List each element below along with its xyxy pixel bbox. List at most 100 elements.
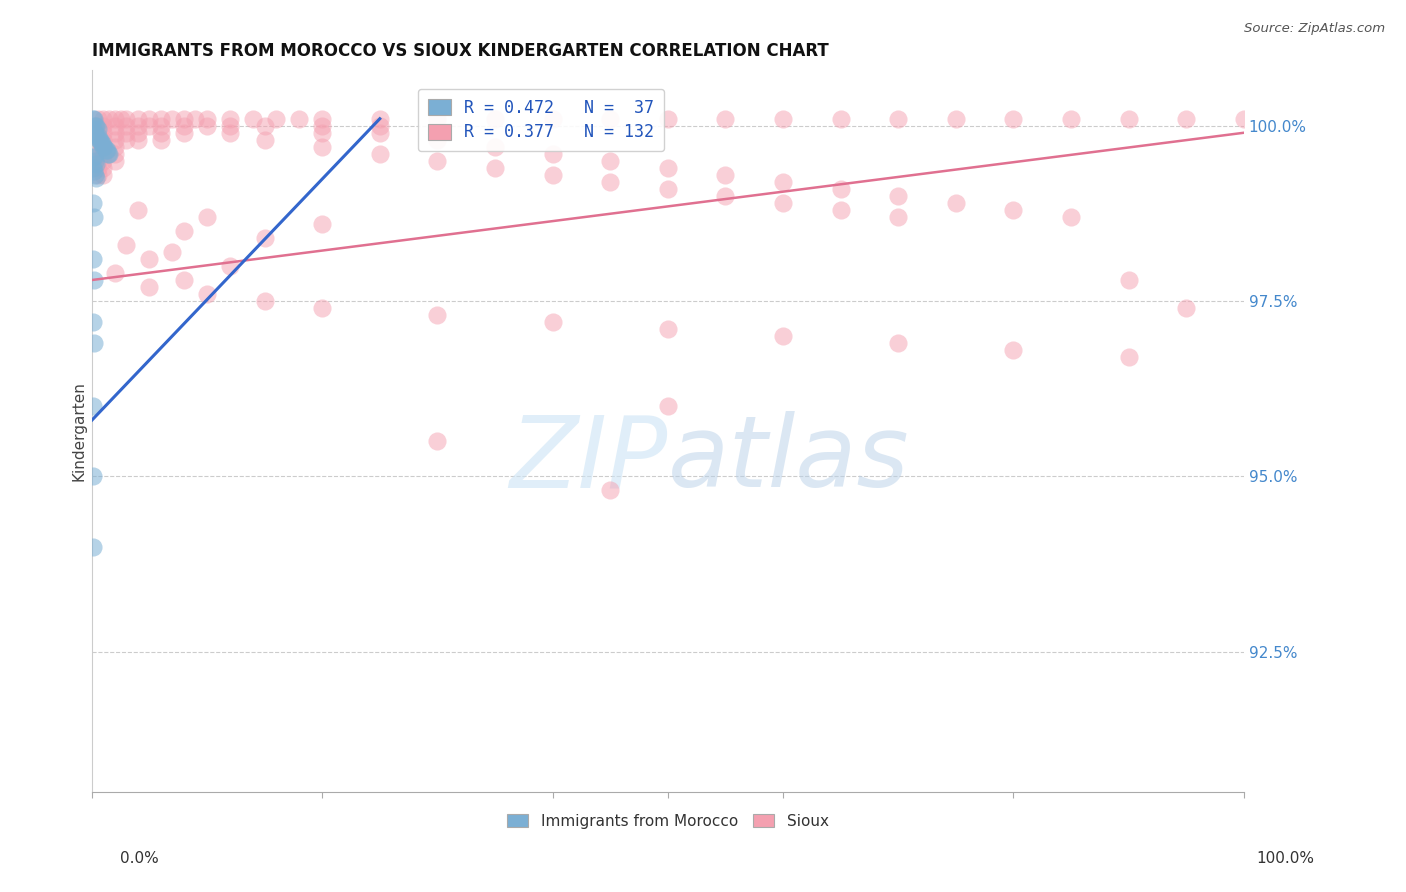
Point: [887, 210, 910, 224]
Point: [887, 336, 910, 351]
Point: [219, 259, 242, 273]
Point: [253, 231, 276, 245]
Point: [887, 189, 910, 203]
Point: [1118, 350, 1140, 364]
Point: [195, 210, 218, 224]
Point: [184, 112, 207, 126]
Point: [91, 140, 114, 154]
Point: [253, 119, 276, 133]
Point: [91, 168, 114, 182]
Point: [264, 112, 287, 126]
Point: [82, 195, 104, 210]
Point: [82, 161, 104, 175]
Point: [195, 112, 218, 126]
Point: [84, 153, 107, 168]
Text: 100.0%: 100.0%: [1257, 852, 1315, 866]
Point: [162, 244, 184, 259]
Point: [714, 168, 737, 182]
Point: [104, 266, 127, 280]
Point: [253, 133, 276, 147]
Point: [97, 146, 120, 161]
Point: [98, 146, 121, 161]
Point: [1002, 202, 1025, 217]
Point: [91, 140, 114, 154]
Point: [86, 119, 108, 133]
Point: [86, 140, 108, 154]
Text: atlas: atlas: [668, 411, 910, 508]
Point: [311, 112, 333, 126]
Point: [599, 112, 621, 126]
Point: [104, 146, 127, 161]
Point: [219, 126, 242, 140]
Point: [242, 112, 264, 126]
Point: [714, 189, 737, 203]
Point: [93, 140, 115, 154]
Point: [86, 157, 108, 171]
Point: [195, 287, 218, 301]
Point: [162, 112, 184, 126]
Point: [91, 153, 114, 168]
Point: [82, 112, 104, 126]
Point: [149, 112, 172, 126]
Point: [311, 119, 333, 133]
Point: [86, 112, 108, 126]
Point: [91, 146, 114, 161]
Point: [84, 126, 107, 140]
Point: [426, 112, 449, 126]
Text: 0.0%: 0.0%: [120, 852, 159, 866]
Point: [311, 126, 333, 140]
Point: [91, 112, 114, 126]
Point: [1060, 112, 1083, 126]
Point: [368, 146, 391, 161]
Point: [1060, 210, 1083, 224]
Point: [195, 119, 218, 133]
Point: [127, 126, 149, 140]
Point: [772, 112, 794, 126]
Point: [1002, 112, 1025, 126]
Point: [541, 168, 564, 182]
Point: [86, 146, 108, 161]
Point: [772, 195, 794, 210]
Point: [426, 434, 449, 449]
Point: [173, 224, 195, 238]
Point: [94, 143, 117, 157]
Point: [115, 126, 138, 140]
Point: [86, 168, 108, 182]
Point: [82, 315, 104, 329]
Point: [1002, 343, 1025, 358]
Point: [657, 161, 679, 175]
Point: [253, 294, 276, 309]
Point: [149, 126, 172, 140]
Point: [138, 112, 160, 126]
Point: [219, 119, 242, 133]
Point: [96, 143, 118, 157]
Point: [82, 399, 104, 413]
Point: [91, 119, 114, 133]
Point: [311, 301, 333, 315]
Point: [426, 153, 449, 168]
Point: [84, 168, 107, 182]
Point: [311, 217, 333, 231]
Point: [86, 171, 108, 186]
Point: [657, 112, 679, 126]
Point: [599, 175, 621, 189]
Point: [288, 112, 311, 126]
Point: [104, 133, 127, 147]
Point: [311, 140, 333, 154]
Point: [104, 112, 127, 126]
Point: [104, 126, 127, 140]
Text: IMMIGRANTS FROM MOROCCO VS SIOUX KINDERGARTEN CORRELATION CHART: IMMIGRANTS FROM MOROCCO VS SIOUX KINDERG…: [91, 42, 828, 60]
Point: [484, 140, 506, 154]
Point: [110, 112, 132, 126]
Point: [83, 210, 105, 224]
Point: [91, 136, 114, 151]
Point: [127, 202, 149, 217]
Point: [149, 133, 172, 147]
Point: [772, 175, 794, 189]
Y-axis label: Kindergarten: Kindergarten: [72, 381, 86, 481]
Point: [138, 280, 160, 294]
Point: [89, 133, 111, 147]
Text: ZIP: ZIP: [509, 411, 668, 508]
Point: [1118, 112, 1140, 126]
Point: [86, 119, 108, 133]
